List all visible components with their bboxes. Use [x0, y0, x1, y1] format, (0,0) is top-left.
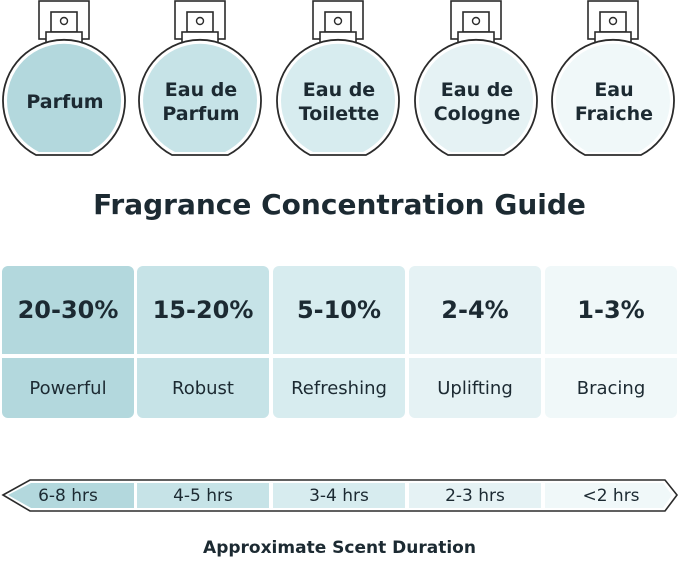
concentration-column: 5-10% Refreshing	[273, 266, 405, 418]
bottle-label: Eau de Toilette	[298, 79, 380, 125]
concentration-column: 2-4% Uplifting	[409, 266, 541, 418]
bottle-label: Parfum	[26, 91, 104, 113]
concentration-column: 1-3% Bracing	[545, 266, 677, 418]
bottle-1: Parfum	[0, 0, 130, 162]
descriptor-cell: Powerful	[2, 358, 134, 418]
perfume-bottle-icon	[414, 0, 538, 156]
perfume-bottle-icon	[276, 0, 400, 156]
concentration-column: 15-20% Robust	[137, 266, 269, 418]
bottle-label: Eau Fraiche	[574, 79, 654, 125]
duration-segment	[545, 483, 672, 508]
percent-cell: 2-4%	[409, 266, 541, 354]
percent-cell: 20-30%	[2, 266, 134, 354]
bottle-label: Eau de Cologne	[433, 79, 521, 125]
duration-segment	[409, 483, 541, 508]
page-title: Fragrance Concentration Guide	[93, 188, 586, 221]
duration-caption: Approximate Scent Duration	[203, 538, 476, 558]
bottle-3: Eau de Toilette	[274, 0, 404, 162]
duration-arrow	[1, 479, 679, 512]
duration-label: 6-8 hrs	[38, 486, 98, 506]
percent-cell: 5-10%	[273, 266, 405, 354]
duration-segment	[137, 483, 269, 508]
duration-label: 2-3 hrs	[445, 486, 505, 506]
bottle-label: Eau de Parfum	[162, 79, 240, 125]
perfume-bottle-icon	[551, 0, 675, 156]
duration-label: <2 hrs	[582, 486, 640, 506]
bottle-5: Eau Fraiche	[549, 0, 679, 162]
duration-segment	[273, 483, 405, 508]
duration-segment	[8, 483, 134, 508]
bottle-2: Eau de Parfum	[136, 0, 266, 162]
descriptor-cell: Uplifting	[409, 358, 541, 418]
perfume-bottle-icon	[2, 0, 126, 156]
descriptor-cell: Refreshing	[273, 358, 405, 418]
descriptor-cell: Bracing	[545, 358, 677, 418]
concentration-column: 20-30% Powerful	[2, 266, 134, 418]
bottle-4: Eau de Cologne	[412, 0, 542, 162]
percent-cell: 15-20%	[137, 266, 269, 354]
perfume-bottle-icon	[138, 0, 262, 156]
descriptor-cell: Robust	[137, 358, 269, 418]
duration-label: 4-5 hrs	[173, 486, 233, 506]
duration-label: 3-4 hrs	[309, 486, 369, 506]
percent-cell: 1-3%	[545, 266, 677, 354]
